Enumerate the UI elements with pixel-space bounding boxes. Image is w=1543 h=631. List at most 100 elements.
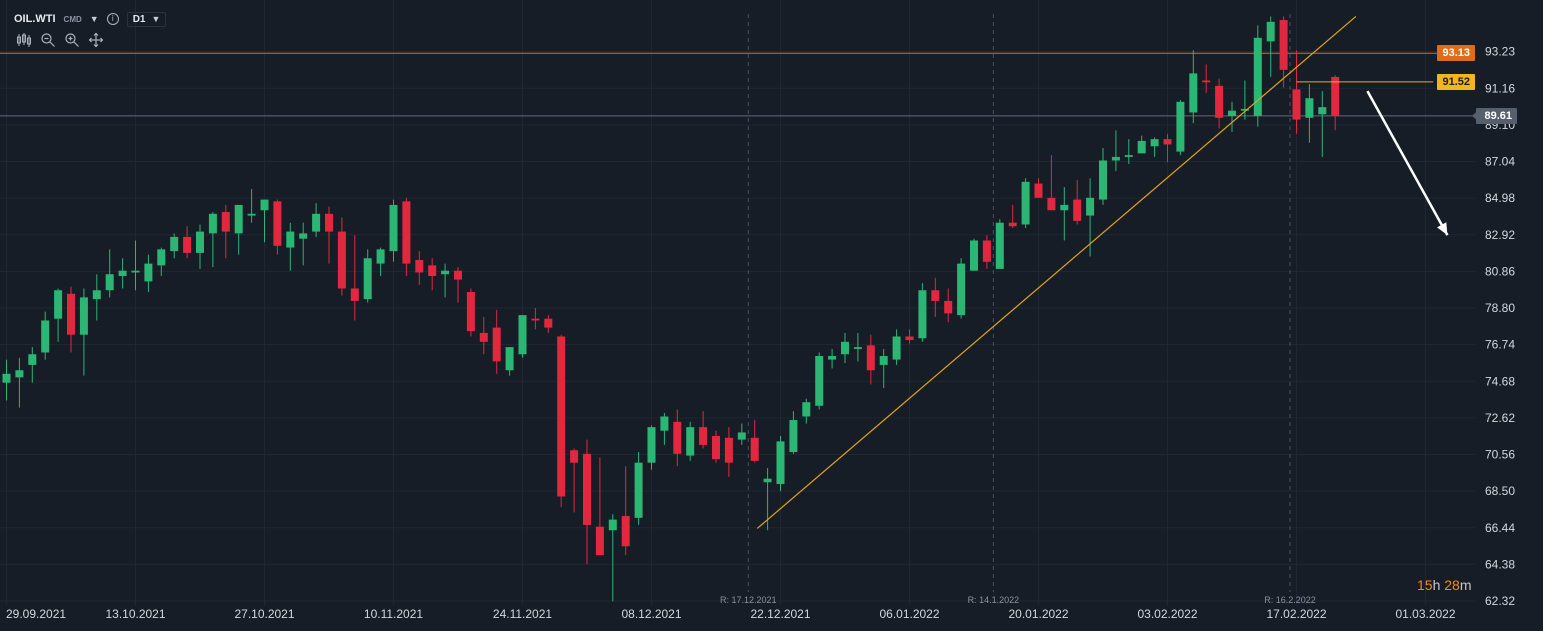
x-tick-label: 17.02.2022 (1266, 607, 1326, 621)
candles (2, 16, 1340, 602)
grid (0, 0, 1475, 605)
candle-body (776, 441, 785, 485)
timeframe-selector[interactable]: D1 ▼ (126, 11, 167, 27)
candle-body (737, 432, 746, 440)
candle-body (92, 290, 101, 300)
y-axis: 62.32 64.38 66.44 68.50 70.56 72.62 74.68 76.74… (1472, 45, 1515, 608)
candle-body (1331, 76, 1340, 117)
chart-tools (16, 32, 104, 48)
y-tick-label: 72.62 (1485, 411, 1515, 425)
y-tick-label: 93.23 (1485, 45, 1515, 59)
candle-body (15, 370, 24, 378)
candle-body (196, 231, 204, 253)
chevron-down-icon[interactable]: ▼ (89, 14, 99, 24)
candle-body (1137, 140, 1146, 154)
candle-body (621, 516, 630, 547)
candle-body (750, 437, 759, 461)
candle-body (79, 297, 88, 335)
candle-body (479, 332, 488, 342)
candle-body (841, 341, 849, 355)
chart-header: OIL.WTI CMD ▼ i D1 ▼ (14, 10, 167, 28)
candle-body (1124, 155, 1133, 157)
candle-body (957, 263, 966, 316)
candle-body (312, 213, 321, 232)
candle-body (1253, 37, 1262, 117)
candle-body (299, 233, 308, 239)
candle-body (157, 249, 166, 266)
candle-body (337, 231, 346, 289)
line-end-price-tag: 91.52 (1437, 73, 1475, 90)
candle-body (350, 288, 359, 301)
candle-body (247, 213, 256, 216)
candle-body (557, 336, 566, 497)
candle-body (428, 265, 437, 277)
candle-body (389, 204, 398, 252)
candle-body (28, 354, 37, 365)
market-label: CMD (63, 14, 82, 24)
current-price-tag: 89.61 (1476, 107, 1517, 124)
candle-body (1240, 108, 1249, 111)
candle-body (1150, 139, 1159, 147)
info-icon[interactable]: i (106, 13, 119, 25)
y-tick-label: 66.44 (1485, 521, 1515, 535)
x-tick-label: 06.01.2022 (879, 607, 939, 621)
rollover-label: R: 14.1.2022 (968, 595, 1020, 605)
y-tick-label: 62.32 (1485, 594, 1515, 608)
candle-body (67, 293, 75, 335)
candle-body (466, 292, 475, 332)
candle-body (608, 519, 617, 531)
x-tick-label: 08.12.2021 (621, 607, 681, 621)
candle-body (918, 290, 927, 339)
x-tick-label: 29.09.2021 (6, 607, 66, 621)
candle-body (505, 347, 514, 371)
candle-body (1279, 20, 1288, 70)
x-tick-label: 13.10.2021 (105, 607, 165, 621)
candle-body (531, 318, 540, 321)
price-levels (0, 52, 1475, 117)
candle-body (492, 327, 501, 362)
candle-body (879, 356, 888, 365)
candle-body (1215, 85, 1224, 118)
candle-body (995, 222, 1004, 269)
candle-body (234, 204, 243, 234)
rollover-label: R: 16.2.2022 (1264, 595, 1316, 605)
move-icon[interactable] (88, 32, 104, 48)
candle-body (1176, 101, 1185, 152)
candle-body (944, 300, 953, 314)
candle-body (402, 201, 411, 264)
candle-body (260, 199, 269, 211)
zoom-in-icon[interactable] (64, 32, 80, 48)
candle-body (376, 249, 385, 264)
drawings (756, 16, 1449, 529)
candle-countdown: 15h 28m (1417, 577, 1472, 593)
candle-body (763, 478, 772, 483)
candle-body (518, 315, 527, 355)
countdown-minutes-unit: m (1459, 577, 1472, 593)
candles-icon[interactable] (16, 32, 32, 48)
candle-body (208, 213, 217, 234)
x-tick-label: 01.03.2022 (1395, 607, 1455, 621)
candle-body (325, 213, 333, 232)
zoom-out-icon[interactable] (40, 32, 56, 48)
y-tick-label: 91.16 (1485, 81, 1515, 95)
candle-body (931, 290, 940, 301)
candle-body (647, 427, 656, 463)
y-tick-label: 84.98 (1485, 191, 1515, 205)
candle-body (1047, 197, 1056, 211)
y-tick-label: 76.74 (1485, 338, 1515, 352)
y-tick-label: 70.56 (1485, 448, 1515, 462)
candle-body (1099, 160, 1107, 200)
candle-body (2, 373, 11, 383)
candle-body (853, 347, 862, 349)
candle-body (815, 356, 824, 406)
candle-body (131, 270, 140, 273)
candle-body (1305, 98, 1314, 118)
candle-body (1111, 156, 1120, 161)
timeframe-label: D1 (132, 13, 146, 25)
symbol-name[interactable]: OIL.WTI (14, 13, 56, 25)
forecast-arrow-head (1437, 222, 1448, 236)
x-tick-label: 20.01.2022 (1008, 607, 1068, 621)
candle-body (712, 436, 720, 460)
candle-body (892, 336, 901, 360)
